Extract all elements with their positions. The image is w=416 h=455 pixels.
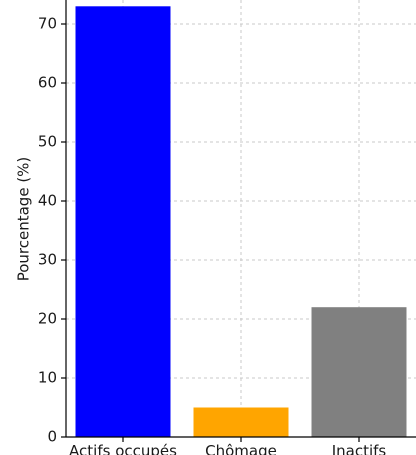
y-tick-label: 10 [38, 369, 57, 387]
x-tick-label: Chômage [205, 442, 277, 455]
bar-ch-mage [193, 407, 289, 437]
y-ticks: 0 10 20 30 40 50 60 70 [38, 15, 66, 446]
y-tick-label: 20 [38, 310, 57, 328]
y-tick-label: 70 [38, 15, 57, 33]
y-tick-label: 40 [38, 192, 57, 210]
bar-inactifs [311, 307, 407, 437]
bars [75, 6, 407, 438]
y-tick-label: 0 [47, 428, 57, 446]
y-tick-label: 50 [38, 133, 57, 151]
x-tick-label: Actifs occupés [69, 442, 177, 455]
x-tick-label: Inactifs [332, 442, 387, 455]
y-tick-label: 30 [38, 251, 57, 269]
y-tick-label: 60 [38, 74, 57, 92]
bar-actifs-occup-s [75, 6, 171, 438]
y-axis-label: Pourcentage (%) [15, 157, 33, 282]
x-ticks: Actifs occupés Chômage Inactifs [69, 437, 386, 455]
